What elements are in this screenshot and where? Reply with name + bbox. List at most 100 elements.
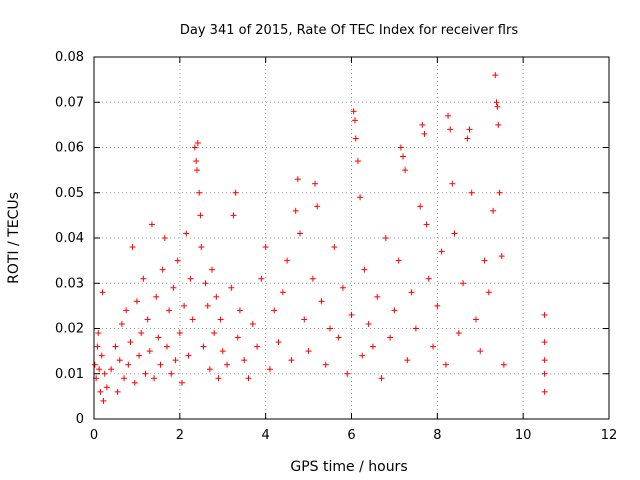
data-point (344, 370, 351, 377)
data-point (258, 275, 265, 282)
data-point (421, 130, 428, 137)
data-point (146, 348, 153, 355)
data-point (449, 180, 456, 187)
data-point (460, 280, 467, 287)
data-point (249, 320, 256, 327)
data-point (98, 352, 105, 359)
data-point (170, 284, 177, 291)
x-tick-label: 12 (601, 428, 618, 443)
data-point (241, 357, 248, 364)
data-point (91, 361, 98, 368)
data-point (294, 176, 301, 183)
data-point (178, 379, 185, 386)
data-point (153, 293, 160, 300)
data-point (357, 194, 364, 201)
x-tick-label: 2 (176, 428, 184, 443)
data-point (468, 189, 475, 196)
data-point (419, 121, 426, 128)
data-point (351, 117, 358, 124)
data-point (157, 361, 164, 368)
data-point (254, 343, 261, 350)
data-point (174, 257, 181, 264)
data-point (335, 334, 342, 341)
y-tick-label: 0.04 (55, 231, 84, 246)
data-point (245, 375, 252, 382)
y-tick-label: 0 (76, 412, 84, 427)
data-point (204, 302, 211, 309)
data-point (230, 212, 237, 219)
data-point (485, 289, 492, 296)
data-point (123, 307, 130, 314)
data-point (209, 266, 216, 273)
data-point (314, 203, 321, 210)
data-point (496, 189, 503, 196)
data-point (133, 298, 140, 305)
data-point (219, 348, 226, 355)
data-point (472, 316, 479, 323)
data-point (213, 293, 220, 300)
data-point (477, 348, 484, 355)
data-point (279, 289, 286, 296)
data-point (541, 339, 548, 346)
data-point (95, 330, 102, 337)
y-tick-label: 0.05 (55, 186, 84, 201)
data-point (327, 325, 334, 332)
data-point (166, 307, 173, 314)
chart-title: Day 341 of 2015, Rate Of TEC Index for r… (180, 23, 518, 38)
data-point (451, 230, 458, 237)
data-point (498, 253, 505, 260)
data-point (369, 343, 376, 350)
y-tick-label: 0.06 (55, 141, 84, 156)
data-point (339, 284, 346, 291)
data-point (359, 352, 366, 359)
data-points (91, 72, 548, 404)
data-point (387, 334, 394, 341)
data-point (183, 230, 190, 237)
axis-ticks: 0 2 4 6 8 10 12 0 0.01 0.02 0.03 0.04 0.05 0.06 0.07 0.… (55, 50, 617, 443)
data-point (500, 361, 507, 368)
data-point (217, 316, 224, 323)
data-point (352, 135, 359, 142)
data-point (118, 320, 125, 327)
data-point (382, 235, 389, 241)
data-point (200, 343, 207, 350)
x-tick-label: 0 (90, 428, 98, 443)
data-point (161, 235, 168, 241)
data-point (191, 144, 198, 151)
data-point (309, 275, 316, 282)
data-point (151, 375, 158, 382)
data-point (99, 289, 106, 296)
data-point (408, 289, 415, 296)
data-point (425, 275, 432, 282)
data-point (397, 144, 404, 151)
data-point (541, 357, 548, 364)
y-tick-label: 0.08 (55, 50, 84, 65)
data-point (312, 180, 319, 187)
data-point (464, 135, 471, 142)
data-point (185, 352, 192, 359)
data-point (442, 361, 449, 368)
data-point (148, 221, 155, 228)
data-point (466, 126, 473, 133)
grid (94, 57, 609, 419)
x-tick-label: 6 (347, 428, 355, 443)
data-point (417, 203, 424, 210)
data-point (101, 370, 108, 377)
x-tick-label: 4 (262, 428, 270, 443)
data-point (378, 375, 385, 382)
data-point (108, 366, 115, 373)
data-point (541, 370, 548, 377)
data-point (402, 167, 409, 174)
data-point (481, 257, 488, 264)
data-point (121, 375, 128, 382)
data-point (275, 339, 282, 346)
data-point (354, 158, 361, 165)
y-tick-label: 0.07 (55, 95, 84, 110)
data-point (322, 361, 329, 368)
data-point (430, 343, 437, 350)
data-point (447, 126, 454, 133)
data-point (112, 343, 119, 350)
data-point (187, 275, 194, 282)
data-point (262, 244, 269, 251)
